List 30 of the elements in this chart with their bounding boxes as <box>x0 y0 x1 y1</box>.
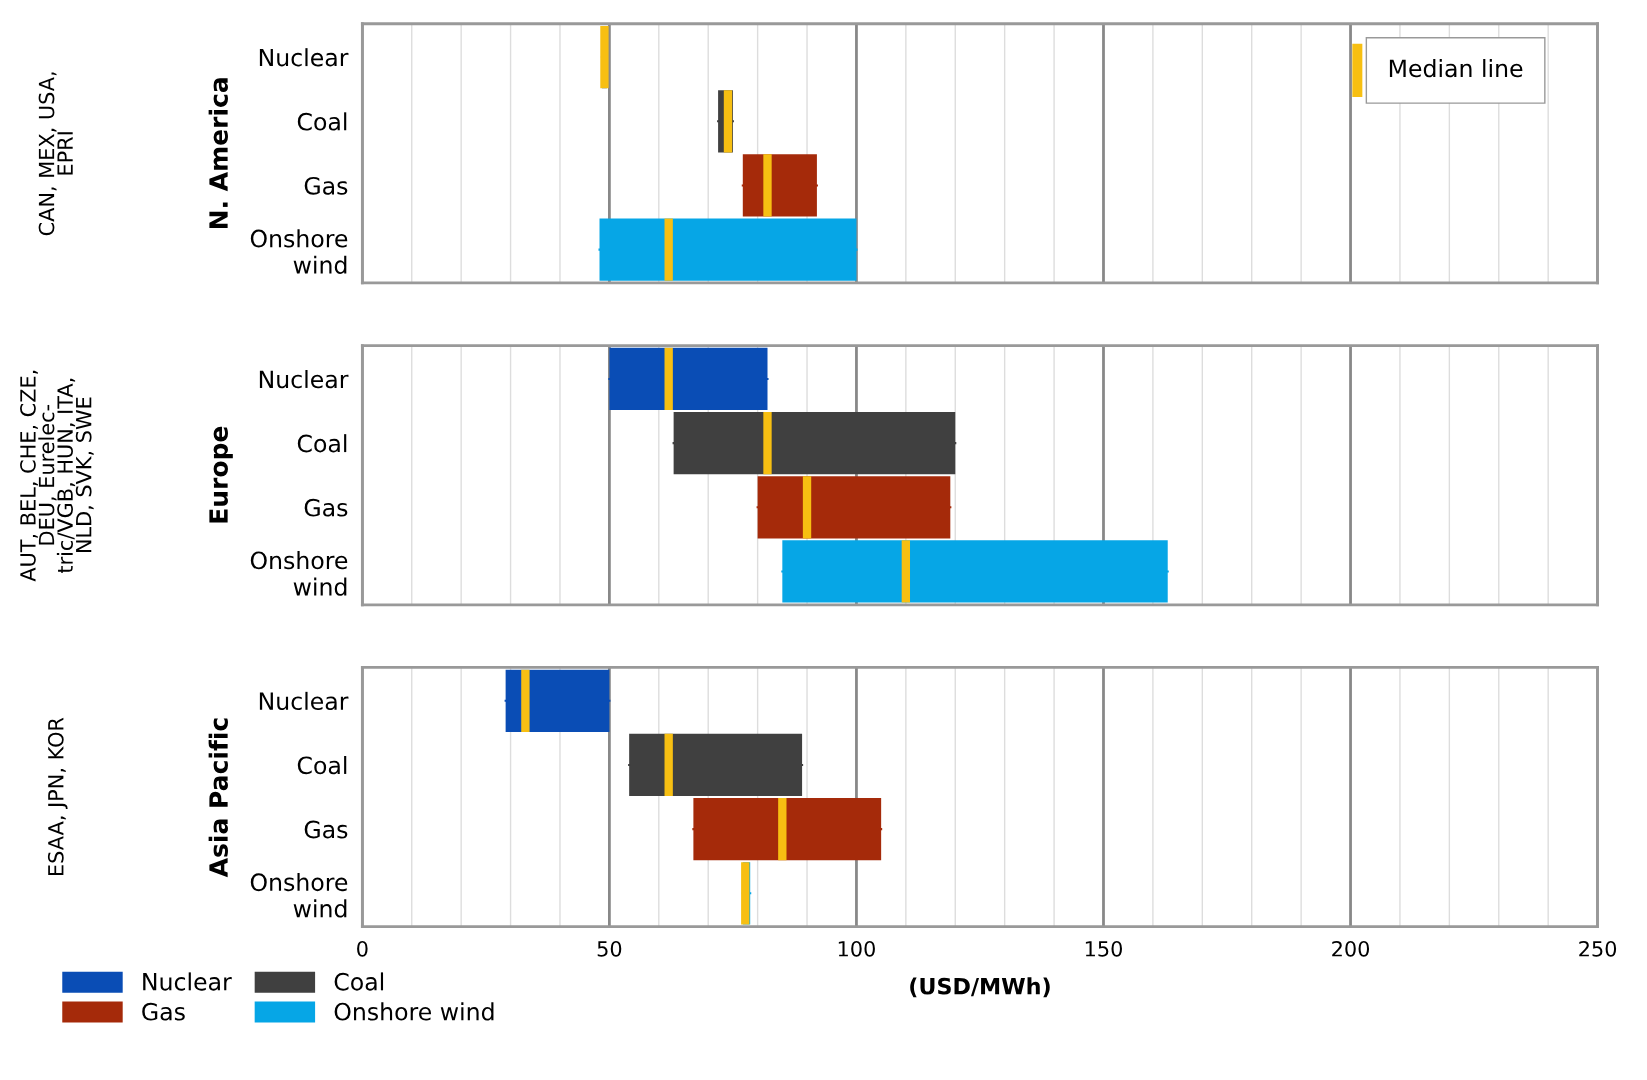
y-tick-label: Coal <box>297 112 347 131</box>
x-tick-label: 100 <box>838 940 875 957</box>
y-tick-label: Onshore wind <box>250 229 348 274</box>
x-tick-label: 50 <box>597 940 622 957</box>
text: CAN, MEX, USA, EPRI <box>38 72 73 236</box>
y-axis-title: Asia Pacific <box>208 718 228 878</box>
y-tick-label: Onshore wind <box>250 551 348 596</box>
x-tick-label: 200 <box>1332 940 1370 957</box>
legend-label: Coal <box>334 972 384 991</box>
y-tick-label: Coal <box>297 755 347 775</box>
y-tick-label: Gas <box>304 820 348 839</box>
legend-label: Gas <box>142 1002 185 1021</box>
y-tick-label: Nuclear <box>259 369 349 389</box>
y-tick-label: Gas <box>304 498 348 517</box>
y-axis-title: N. America <box>208 78 228 229</box>
y-tick-label: Coal <box>297 434 347 453</box>
legend-label: Onshore wind <box>334 1002 494 1021</box>
legend-label: Nuclear <box>143 972 232 991</box>
x-tick-label: 250 <box>1579 940 1617 957</box>
y-tick-label: Nuclear <box>259 691 349 711</box>
annotation: Median line <box>1389 58 1523 78</box>
y-tick-label: Gas <box>304 176 348 195</box>
text: AUT, BEL, CHE, CZE, DEU, Eurelec- tric/VGB, HUN, ITA, NLD, SVK, SWE <box>20 370 94 582</box>
y-axis-title: Europe <box>209 426 233 523</box>
x-tick-label: 0 <box>357 940 368 957</box>
text: ESAA, JPN, KOR <box>47 717 68 876</box>
y-tick-label: Nuclear <box>259 48 349 67</box>
x-axis-title: (USD/MWh) <box>910 977 1050 998</box>
x-tick-label: 150 <box>1085 940 1122 957</box>
y-tick-label: Onshore wind <box>250 872 348 918</box>
